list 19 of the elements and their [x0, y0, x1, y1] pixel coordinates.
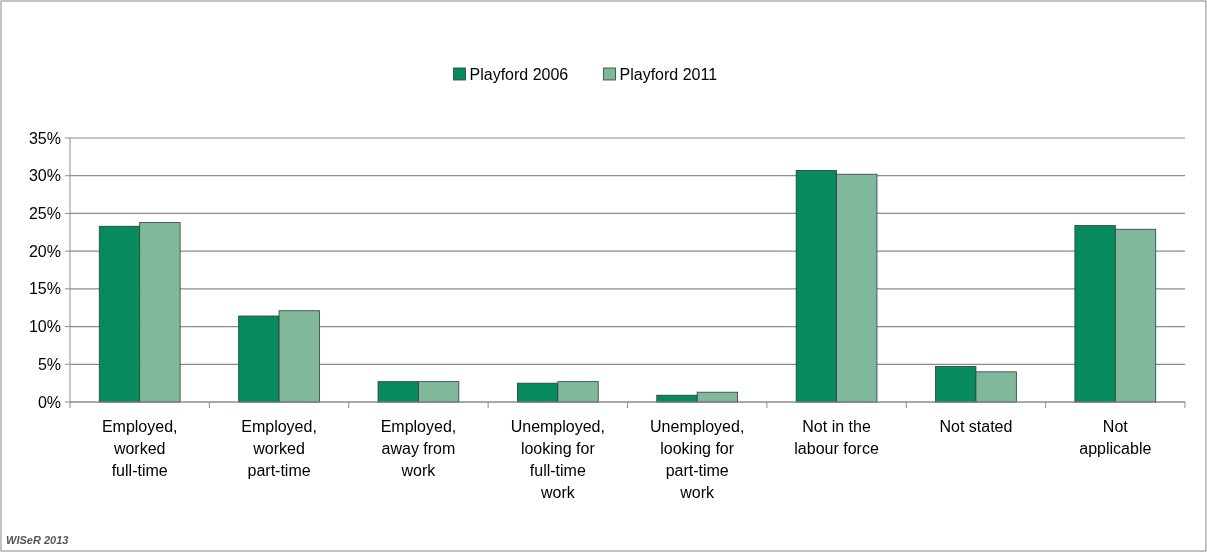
y-tick-label: 15%	[28, 280, 61, 298]
y-tick-label: 35%	[28, 129, 61, 147]
y-tick-label: 10%	[28, 318, 61, 336]
x-tick-label: Unemployed, looking for part-time work	[650, 418, 745, 501]
y-tick-label: 30%	[28, 167, 61, 185]
y-tick-label: 25%	[28, 205, 61, 223]
legend-label: Playford 2006	[469, 65, 569, 83]
x-tick-label: Not applicable	[1079, 418, 1152, 457]
x-tick-label: Employed, worked part-time	[241, 418, 317, 479]
y-tick-label: 0%	[37, 393, 61, 411]
x-tick-label: Not in the labour force	[794, 418, 879, 457]
x-tick-label: Employed, away from work	[380, 418, 457, 479]
x-tick-label: Not stated	[939, 418, 1013, 435]
y-tick-label: 20%	[28, 242, 61, 260]
x-tick-label: Unemployed, looking for full-time work	[510, 418, 605, 501]
text: WISeR 2013	[6, 534, 69, 546]
x-tick-label: Employed, worked full-time	[101, 418, 178, 479]
legend-label: Playford 2011	[619, 65, 718, 83]
y-tick-label: 5%	[37, 355, 61, 373]
